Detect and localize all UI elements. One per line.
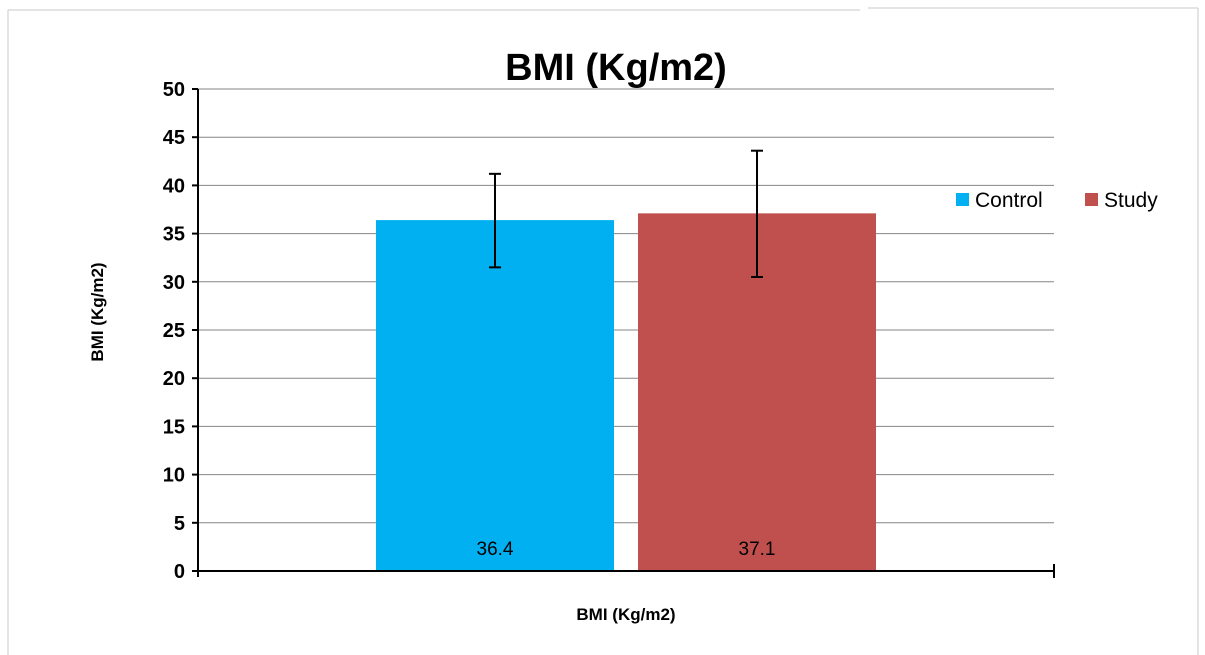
y-tick-label: 35 [163,224,185,246]
y-tick-label: 30 [163,272,185,294]
legend-label-control: Control [975,189,1043,212]
y-tick-label: 50 [163,79,185,101]
chart-title: BMI (Kg/m2) [505,47,727,89]
y-tick-label: 40 [163,175,185,197]
y-tick-label: 15 [163,416,185,438]
axes: 0 5 10 15 20 25 30 35 40 45 50 [163,79,1055,583]
y-tick-label: 0 [174,561,185,583]
y-axis-title: BMI (Kg/m2) [88,262,107,361]
bars: 36.4 37.1 [376,213,876,571]
y-tick-label: 20 [163,368,185,390]
y-tick-label: 25 [163,320,185,342]
legend-swatch-study [1085,193,1098,206]
bar-control [376,220,614,571]
y-tick-label: 45 [163,127,185,149]
legend-swatch-control [956,193,969,206]
legend: Control Study [956,189,1158,212]
error-bars [489,149,763,278]
y-tick-label: 10 [163,465,185,487]
y-tick-label: 5 [174,513,185,535]
data-label-control: 36.4 [477,539,514,560]
data-label-study: 37.1 [739,539,776,560]
legend-label-study: Study [1104,189,1158,212]
gridlines [198,88,1054,524]
x-axis-title: BMI (Kg/m2) [576,605,675,624]
